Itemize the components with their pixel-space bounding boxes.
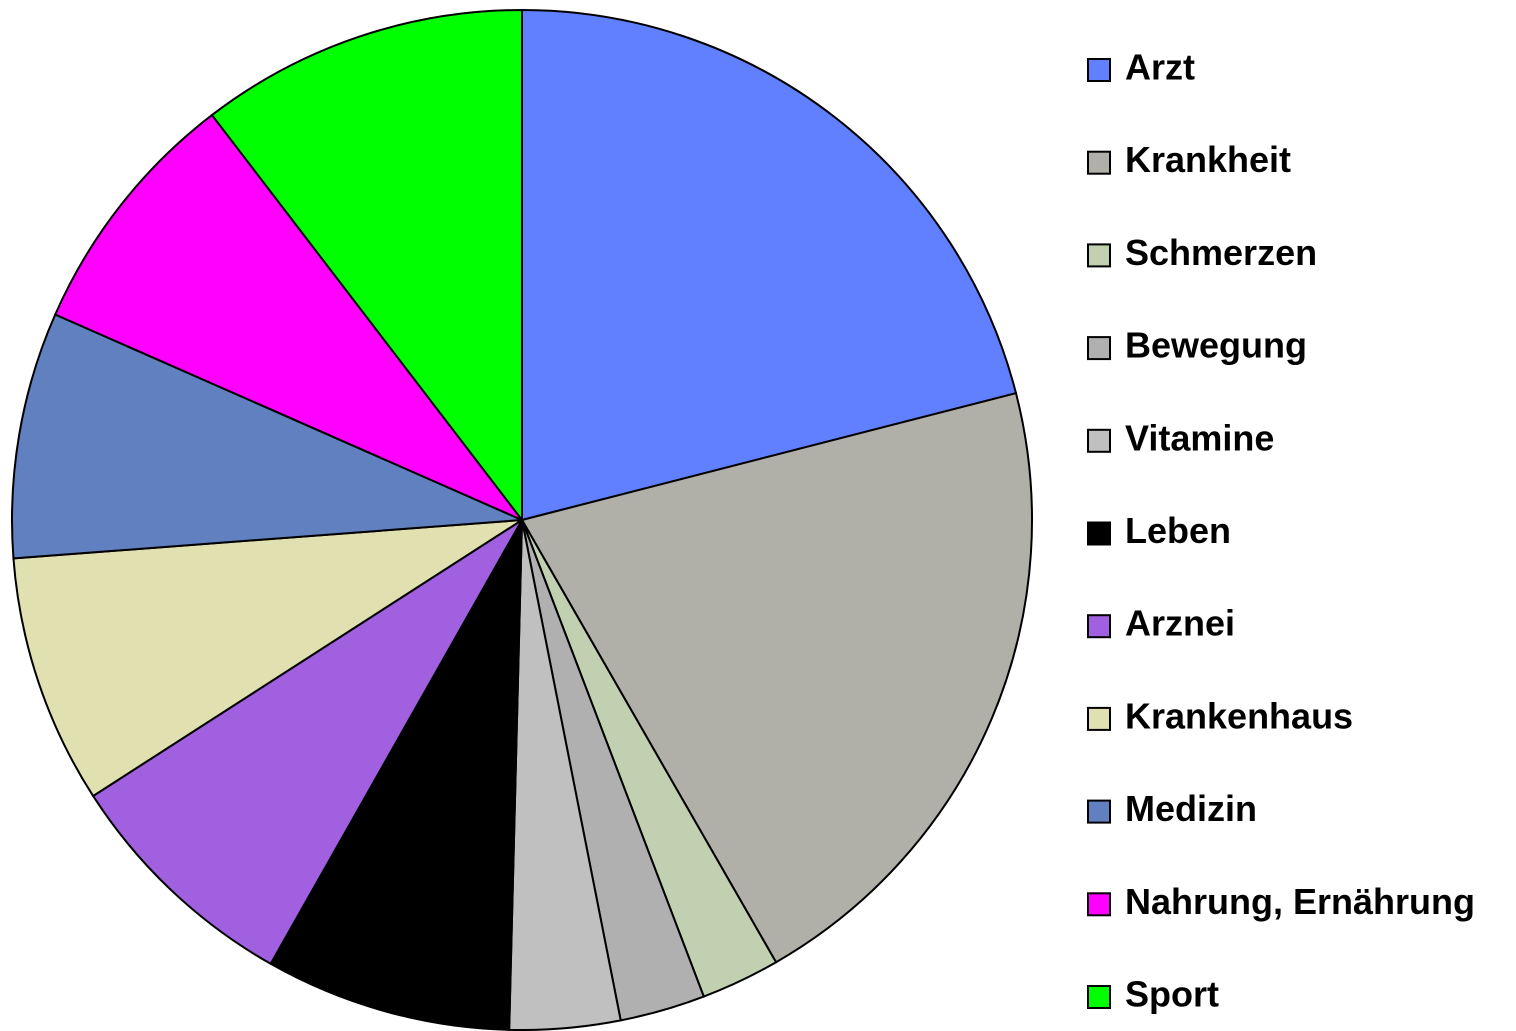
legend-swatch [1087,58,1111,82]
pie-slice [521,8,1018,522]
legend-label: Arzt [1125,47,1195,88]
legend-label: Vitamine [1125,417,1274,458]
legend-label: Medizin [1125,788,1257,829]
legend-swatch [1087,892,1111,917]
legend-label: Schmerzen [1125,232,1317,273]
legend-swatch [1087,243,1111,268]
legend-label: Nahrung, Ernährung [1125,881,1475,922]
legend-swatch [1087,336,1111,361]
legend-swatch [1087,521,1111,546]
pie-slice [11,313,523,560]
legend-label: Sport [1125,974,1219,1015]
pie-slice [269,519,523,1031]
legend-label: Bewegung [1125,325,1307,366]
legend-swatch [1087,428,1111,453]
legend-label: Krankheit [1125,139,1291,180]
legend-label: Krankenhaus [1125,695,1353,736]
pie-slice [91,519,523,966]
pie-slice [210,8,523,523]
pie-slice [12,519,523,798]
legend-swatch [1087,150,1111,175]
legend-swatch [1087,799,1111,824]
legend-swatch [1087,614,1111,639]
legend-swatch [1087,985,1111,1009]
legend-label: Leben [1125,510,1231,551]
legend-swatch [1087,706,1111,731]
legend-label: Arznei [1125,603,1235,644]
pie-slice [53,113,523,521]
pie-slice [520,391,1034,964]
